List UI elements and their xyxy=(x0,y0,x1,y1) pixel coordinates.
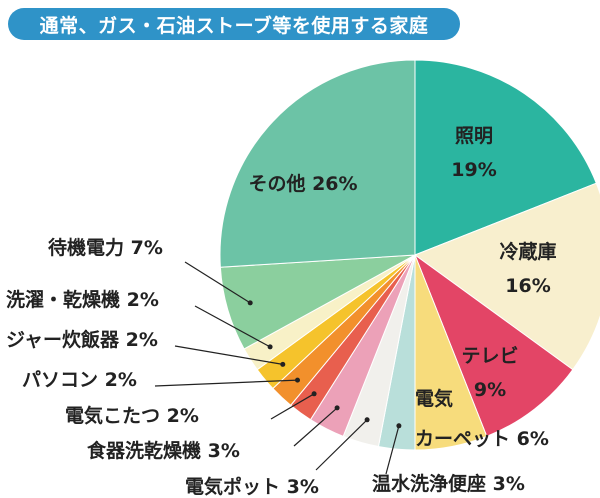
slice-label: ジャー炊飯器 2% xyxy=(6,328,158,351)
pie-slice xyxy=(413,182,600,371)
slice-label: 温水洗浄便座 3% xyxy=(372,472,525,495)
leader-dot xyxy=(396,423,402,429)
pie-slice xyxy=(414,59,597,256)
slice-label: 待機電力 7% xyxy=(48,236,163,259)
slice-label: 冷蔵庫 xyxy=(499,240,556,263)
slice-value: 16% xyxy=(505,275,550,297)
slice-label: 電気ポット 3% xyxy=(185,475,319,498)
pie-slice xyxy=(413,253,574,437)
slice-label: パソコン 2% xyxy=(22,369,137,391)
leader-line xyxy=(315,419,368,471)
leader-dot xyxy=(311,391,317,397)
leader-lines xyxy=(154,261,402,475)
title-banner: 通常、ガス・石油ストーブ等を使用する家庭 xyxy=(8,8,460,40)
leader-line xyxy=(174,345,283,365)
slice-label: 食器洗乾燥機 3% xyxy=(87,439,240,462)
slice-label: カーペット 6% xyxy=(415,428,549,450)
leader-dot xyxy=(364,417,370,423)
leader-line xyxy=(293,407,338,447)
pie-slices xyxy=(219,59,600,451)
leader-line xyxy=(270,393,315,420)
leader-dot xyxy=(267,344,273,350)
slice-label: 洗濯・乾燥機 2% xyxy=(6,288,159,311)
leader-line xyxy=(385,425,400,475)
pie-slice xyxy=(219,59,416,268)
leader-dot xyxy=(295,377,300,383)
leader-line xyxy=(184,261,251,304)
leader-line xyxy=(194,305,271,348)
slice-value: 9% xyxy=(474,379,506,401)
leader-dot xyxy=(334,405,340,411)
leader-line xyxy=(154,379,298,387)
slice-label: 電気 xyxy=(415,387,453,410)
slice-label: 照明 xyxy=(455,125,493,147)
leader-dot xyxy=(280,361,286,367)
slice-value: 19% xyxy=(451,159,496,181)
slice-label: その他 26% xyxy=(248,172,357,195)
leader-dot xyxy=(247,300,253,306)
chart-title: 通常、ガス・石油ストーブ等を使用する家庭 xyxy=(39,14,429,37)
slice-label: テレビ xyxy=(461,345,518,367)
slice-label: 電気こたつ 2% xyxy=(65,404,199,427)
